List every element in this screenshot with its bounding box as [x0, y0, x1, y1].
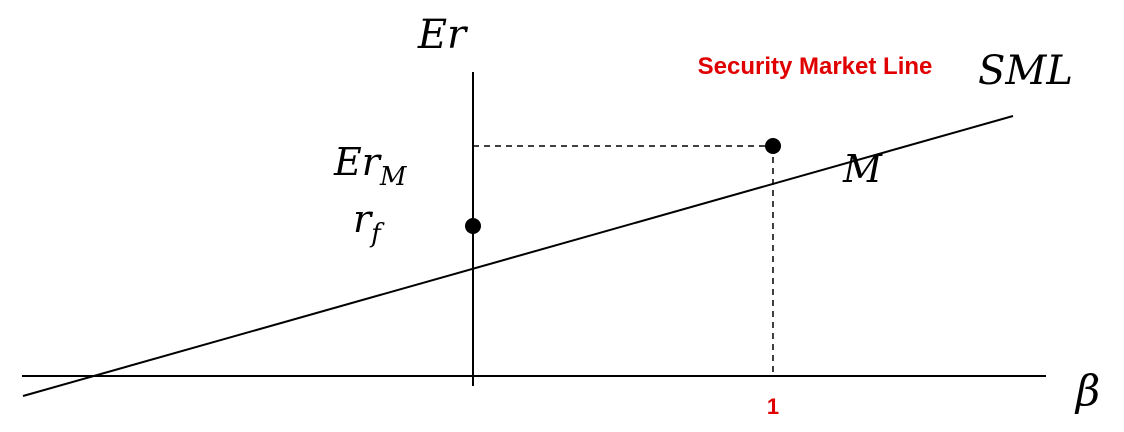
risk-free-point: [465, 218, 481, 234]
sml-line: [22, 115, 1014, 397]
security-market-line-title: Security Market Line: [698, 53, 933, 80]
sml-line-label: SML: [978, 48, 1073, 94]
er-axis-label: Er: [417, 12, 469, 58]
market-point-label: M: [842, 147, 883, 191]
beta-axis-label: β: [1074, 366, 1100, 415]
market-return-label: ErM: [333, 140, 408, 192]
beta-one-tick-label: 1: [767, 394, 779, 419]
risk-free-rate-label: rf: [353, 197, 385, 249]
market-portfolio-point: [765, 138, 781, 154]
